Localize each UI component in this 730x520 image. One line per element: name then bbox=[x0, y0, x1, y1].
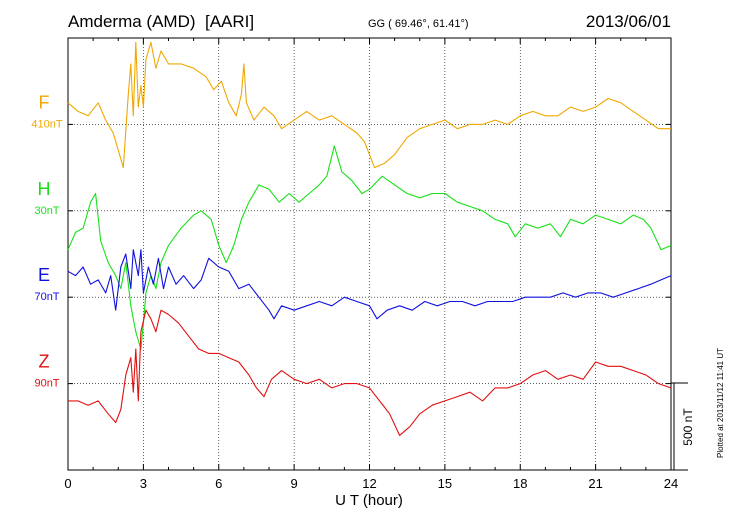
x-tick-label: 9 bbox=[291, 476, 298, 491]
series-line-e bbox=[67, 249, 672, 320]
series-labels-layer: F 410nT H 30nT E 70nT Z 90nT bbox=[31, 92, 62, 389]
series-baseline-e: 70nT bbox=[34, 291, 59, 303]
scale-bar-label: 500 nT bbox=[681, 408, 695, 446]
grid-layer bbox=[68, 38, 671, 470]
tick-layer: 0 3 6 9 12 15 18 21 24 bbox=[64, 37, 678, 491]
x-tick-label: 0 bbox=[64, 476, 71, 491]
series-baseline-f: 410nT bbox=[31, 118, 62, 130]
date-label: 2013/06/01 bbox=[586, 12, 671, 31]
x-tick-label: 15 bbox=[438, 476, 452, 491]
series-line-z bbox=[68, 309, 672, 436]
x-tick-label: 21 bbox=[588, 476, 602, 491]
x-axis-label: U T (hour) bbox=[335, 492, 403, 509]
scale-bar bbox=[671, 382, 688, 471]
series-baseline-z: 90nT bbox=[34, 378, 59, 390]
series-name-e: E bbox=[38, 265, 50, 285]
x-tick-label: 18 bbox=[513, 476, 527, 491]
series-name-z: Z bbox=[39, 352, 50, 372]
series-line-f bbox=[67, 41, 671, 169]
x-tick-label: 24 bbox=[664, 476, 678, 491]
series-baseline-h: 30nT bbox=[34, 205, 59, 217]
x-tick-label: 12 bbox=[362, 476, 376, 491]
chart-title: Amderma (AMD) bbox=[68, 12, 196, 31]
series-line-h bbox=[67, 145, 672, 350]
plotted-note: Plotted at 2013/11/12 11:41 UT bbox=[716, 348, 725, 458]
network-label: [AARI] bbox=[205, 12, 254, 31]
series-layer bbox=[67, 41, 672, 436]
series-name-h: H bbox=[38, 179, 51, 199]
x-tick-label: 6 bbox=[215, 476, 222, 491]
coords-label: GG ( 69.46°, 61.41°) bbox=[368, 18, 469, 30]
series-name-f: F bbox=[39, 92, 50, 112]
x-tick-label: 3 bbox=[140, 476, 147, 491]
